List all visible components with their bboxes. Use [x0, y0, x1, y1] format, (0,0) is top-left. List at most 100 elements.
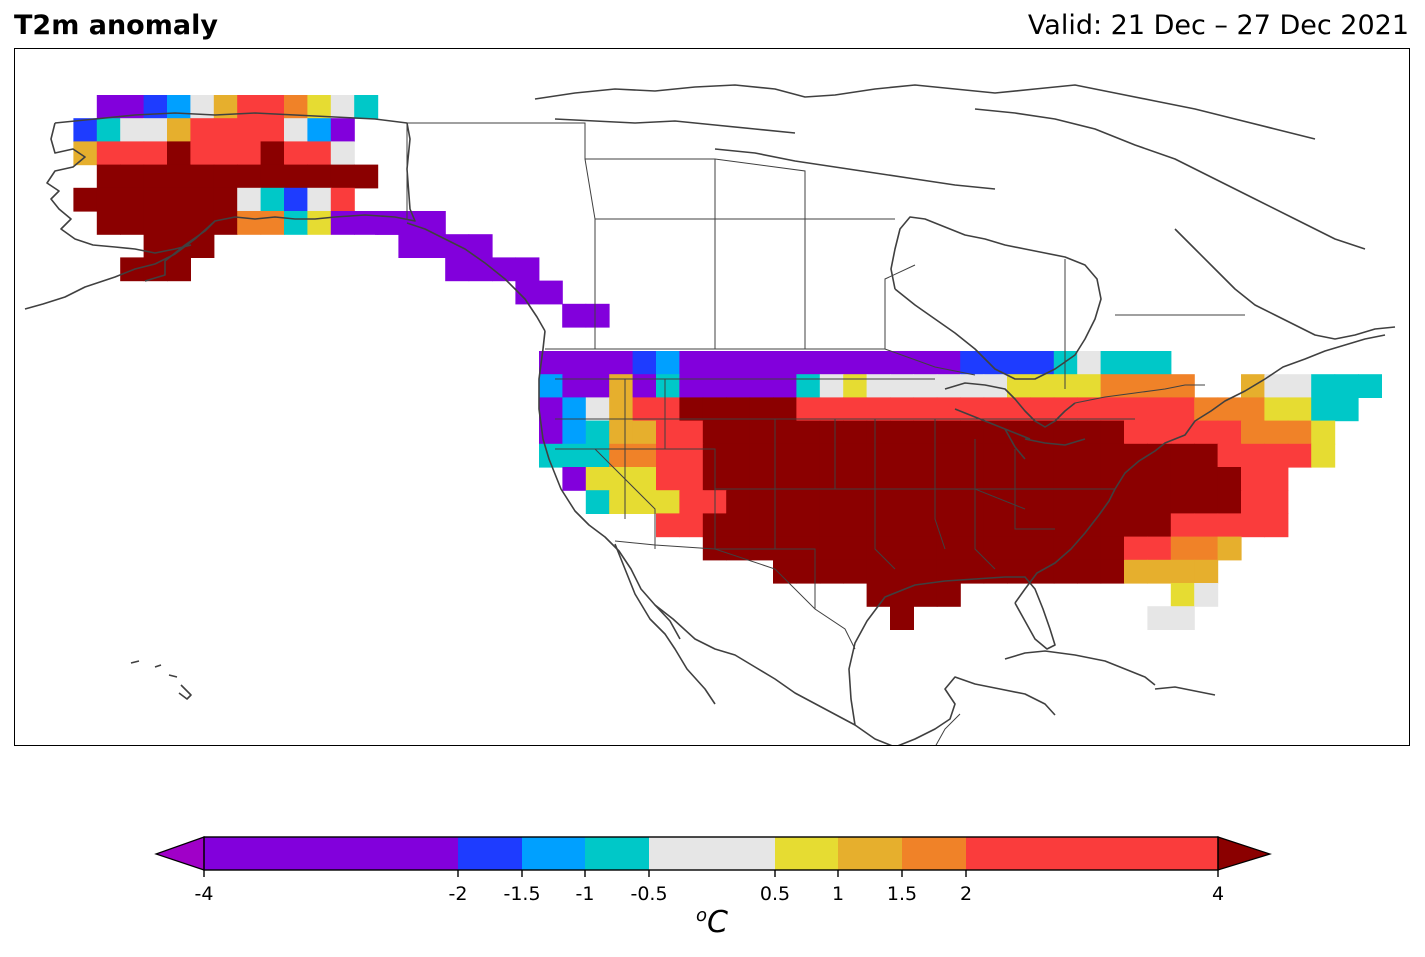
anomaly-cell	[1170, 443, 1195, 468]
anomaly-cell	[679, 490, 704, 514]
anomaly-cell	[260, 164, 285, 189]
anomaly-cell	[421, 211, 446, 235]
anomaly-cell	[1170, 374, 1195, 398]
alaska-panhandle-coast	[406, 222, 546, 332]
anomaly-cell	[1264, 420, 1289, 445]
anomaly-cell	[960, 536, 985, 561]
anomaly-cell	[120, 141, 145, 166]
anomaly-cell	[936, 536, 961, 561]
anomaly-cell	[167, 211, 191, 235]
anomaly-cell	[1100, 490, 1125, 514]
anomaly-cell	[1100, 443, 1125, 468]
anomaly-cell	[167, 164, 191, 189]
anomaly-cell	[73, 141, 98, 166]
anomaly-cell	[585, 490, 610, 514]
anomaly-cell	[632, 397, 657, 422]
map-panel	[14, 48, 1410, 746]
anomaly-cell	[1311, 397, 1336, 422]
anomaly-cell	[375, 211, 399, 235]
anomaly-cell	[398, 211, 423, 235]
anomaly-cell	[1147, 351, 1172, 375]
anomaly-cell	[773, 397, 797, 422]
colorbar-tick-label: 2	[959, 883, 973, 905]
anomaly-cell	[1194, 513, 1219, 538]
anomaly-cell	[190, 187, 215, 212]
anomaly-cell	[819, 420, 844, 445]
colorbar-bin	[522, 837, 585, 870]
anomaly-cell	[679, 420, 704, 445]
anomaly-cell	[1124, 490, 1148, 514]
anomaly-cell	[726, 374, 751, 398]
anomaly-cell	[1194, 490, 1219, 514]
anomaly-cell	[913, 443, 938, 468]
colorbar-tick-label: -1.5	[503, 883, 541, 905]
anomaly-cell	[983, 374, 1008, 398]
anomaly-cell	[702, 397, 727, 422]
anomaly-cell	[726, 467, 751, 491]
anomaly-cell	[609, 420, 634, 445]
anomaly-cell	[1030, 513, 1055, 538]
great-lakes	[944, 382, 1086, 460]
anomaly-cell	[213, 118, 238, 142]
anomaly-cell	[1053, 443, 1078, 468]
anomaly-cell	[1147, 490, 1172, 514]
anomaly-cell	[190, 234, 215, 258]
anomaly-cell	[890, 490, 914, 514]
anomaly-cell	[96, 95, 121, 119]
anomaly-cell	[1311, 374, 1336, 398]
anomaly-cell	[562, 351, 587, 375]
anomaly-cell	[585, 351, 610, 375]
anomaly-cell	[1311, 443, 1336, 468]
anomaly-cell	[1217, 490, 1242, 514]
anomaly-cell	[167, 257, 191, 282]
anomaly-cell	[983, 536, 1008, 561]
anomaly-cell	[960, 513, 985, 538]
hawaii-islands	[130, 660, 192, 700]
anomaly-cell	[562, 443, 587, 468]
anomaly-cell	[167, 187, 191, 212]
anomaly-cell	[213, 211, 238, 235]
colorbar-tick-label: 4	[1211, 883, 1225, 905]
anomaly-cell	[960, 490, 985, 514]
anomaly-cell	[585, 420, 610, 445]
anomaly-cell	[562, 303, 587, 328]
anomaly-cell	[819, 536, 844, 561]
anomaly-cell	[1077, 374, 1102, 398]
anomaly-cell	[843, 490, 868, 514]
anomaly-cell	[1194, 583, 1219, 607]
anomaly-cell	[1100, 420, 1125, 445]
anomaly-cell	[120, 187, 145, 212]
colorbar-tick-label: -0.5	[630, 883, 668, 905]
anomaly-cell	[190, 95, 215, 119]
anomaly-cell	[307, 211, 332, 235]
anomaly-cell	[843, 513, 868, 538]
anomaly-cell	[330, 118, 355, 142]
anomaly-cell	[1077, 559, 1102, 584]
anomaly-cell	[936, 513, 961, 538]
anomaly-cell	[913, 513, 938, 538]
anomaly-cell	[843, 351, 868, 375]
anomaly-cell	[819, 443, 844, 468]
anomaly-cell	[213, 141, 238, 166]
anomaly-cell	[866, 420, 891, 445]
anomaly-cell	[796, 351, 821, 375]
anomaly-cell	[1194, 443, 1219, 468]
anomaly-cell	[539, 351, 563, 375]
anomaly-map	[24, 84, 1396, 745]
anomaly-cell	[843, 443, 868, 468]
anomaly-cell	[167, 234, 191, 258]
anomaly-cell	[330, 164, 355, 189]
anomaly-cell	[773, 351, 797, 375]
anomaly-cell	[1053, 467, 1078, 491]
anomaly-cell	[1194, 536, 1219, 561]
anomaly-cell	[702, 420, 727, 445]
anomaly-cell	[679, 467, 704, 491]
anomaly-cell	[515, 257, 540, 282]
anomaly-cell	[960, 559, 985, 584]
anomaly-cell	[445, 257, 470, 282]
anomaly-cell	[307, 187, 332, 212]
gulf-coast	[848, 576, 1056, 745]
anomaly-cell	[632, 443, 657, 468]
anomaly-cell	[819, 351, 844, 375]
anomaly-cell	[143, 118, 168, 142]
